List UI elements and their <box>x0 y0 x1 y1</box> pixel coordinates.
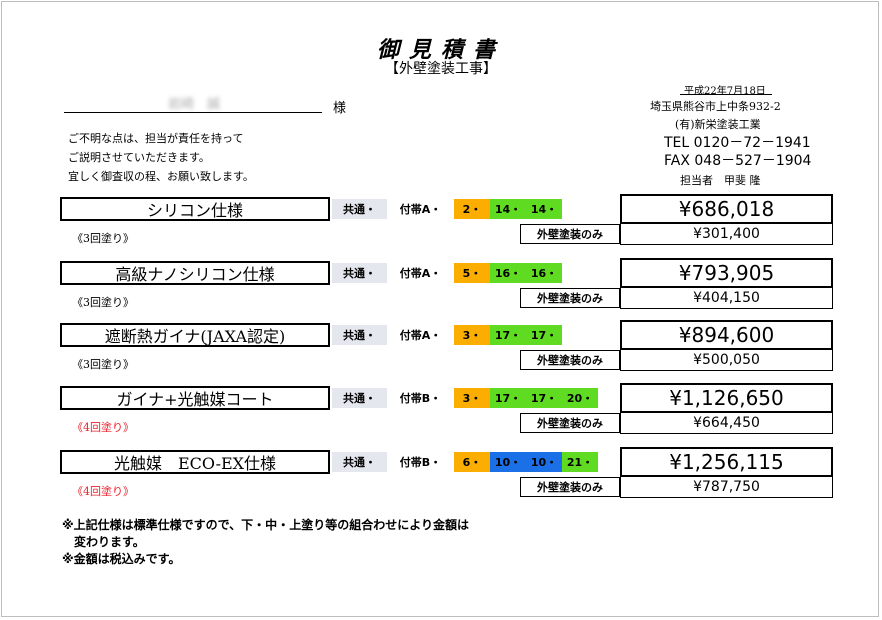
spec-name: ガイナ+光触媒コート <box>60 386 330 410</box>
attachment-cell: 付帯B・ <box>387 388 454 408</box>
note-line-3: ※金額は税込みです。 <box>62 552 181 566</box>
exterior-only-label: 外壁塗装のみ <box>520 350 620 370</box>
total-price: ¥793,905 <box>620 258 833 288</box>
coats-label: 《4回塗り》 <box>72 485 134 498</box>
exterior-only-label: 外壁塗装のみ <box>520 224 620 244</box>
common-cell: 共通・ <box>332 325 387 345</box>
code-cell: 21・ <box>562 452 598 472</box>
code-cell: 16・ <box>526 263 562 283</box>
issue-date: 平成22年7月18日 <box>684 86 766 97</box>
code-cell: 3・ <box>454 325 490 345</box>
code-cell: 6・ <box>454 452 490 472</box>
intro-line-3: 宜しく御査収の程、お願い致します。 <box>68 170 254 183</box>
spec-name: 高級ナノシリコン仕様 <box>60 261 330 285</box>
note-line-2: 変わります。 <box>62 535 145 549</box>
document-subtitle: 【外壁塗装工事】 <box>385 61 497 77</box>
code-cell: 16・ <box>490 263 526 283</box>
common-cell: 共通・ <box>332 452 387 472</box>
total-price: ¥686,018 <box>620 194 833 224</box>
code-cell: 5・ <box>454 263 490 283</box>
code-cell: 10・ <box>526 452 562 472</box>
company-fax: FAX 048－527－1904 <box>664 153 812 169</box>
common-cell: 共通・ <box>332 199 387 219</box>
common-cell: 共通・ <box>332 388 387 408</box>
attachment-cell: 付帯A・ <box>387 263 454 283</box>
date-underline <box>680 94 772 95</box>
code-cell: 17・ <box>490 325 526 345</box>
coats-label: 《3回塗り》 <box>72 358 134 371</box>
spec-name: 光触媒 ECO-EX仕様 <box>60 450 330 474</box>
company-name: (有)新栄塗装工業 <box>675 118 761 131</box>
code-cell: 10・ <box>490 452 526 472</box>
exterior-only-price: ¥664,450 <box>620 412 833 434</box>
coats-label: 《4回塗り》 <box>72 421 134 434</box>
staff-name: 担当者 甲斐 隆 <box>680 174 761 187</box>
attachment-cell: 付帯A・ <box>387 199 454 219</box>
exterior-only-label: 外壁塗装のみ <box>520 413 620 433</box>
exterior-only-price: ¥301,400 <box>620 223 833 245</box>
exterior-only-price: ¥787,750 <box>620 476 833 498</box>
exterior-only-label: 外壁塗装のみ <box>520 477 620 497</box>
attachment-cell: 付帯A・ <box>387 325 454 345</box>
intro-line-2: ご説明させていただきます。 <box>68 151 210 164</box>
customer-underline <box>64 112 322 113</box>
code-cell: 17・ <box>526 388 562 408</box>
note-line-1: ※上記仕様は標準仕様ですので、下・中・上塗り等の組合わせにより金額は <box>62 518 469 532</box>
code-cell: 2・ <box>454 199 490 219</box>
attachment-cell: 付帯B・ <box>387 452 454 472</box>
spec-name: シリコン仕様 <box>60 197 330 221</box>
intro-line-1: ご不明な点は、担当が責任を持って <box>68 132 244 145</box>
code-cell: 17・ <box>526 325 562 345</box>
total-price: ¥1,126,650 <box>620 383 833 413</box>
exterior-only-label: 外壁塗装のみ <box>520 288 620 308</box>
document-title: 御見積書 <box>376 37 505 63</box>
customer-name: 岩崎 誠 <box>168 97 221 112</box>
total-price: ¥1,256,115 <box>620 447 833 477</box>
exterior-only-price: ¥500,050 <box>620 349 833 371</box>
total-price: ¥894,600 <box>620 320 833 350</box>
coats-label: 《3回塗り》 <box>72 296 134 309</box>
common-cell: 共通・ <box>332 263 387 283</box>
honorific: 様 <box>333 101 347 116</box>
code-cell: 14・ <box>490 199 526 219</box>
company-address: 埼玉県熊谷市上中条932-2 <box>650 100 781 113</box>
code-cell: 14・ <box>526 199 562 219</box>
code-cell: 17・ <box>490 388 526 408</box>
coats-label: 《3回塗り》 <box>72 232 134 245</box>
spec-name: 遮断熱ガイナ(JAXA認定) <box>60 323 330 347</box>
company-tel: TEL 0120－72－1941 <box>664 135 811 151</box>
code-cell: 20・ <box>562 388 598 408</box>
code-cell: 3・ <box>454 388 490 408</box>
exterior-only-price: ¥404,150 <box>620 287 833 309</box>
